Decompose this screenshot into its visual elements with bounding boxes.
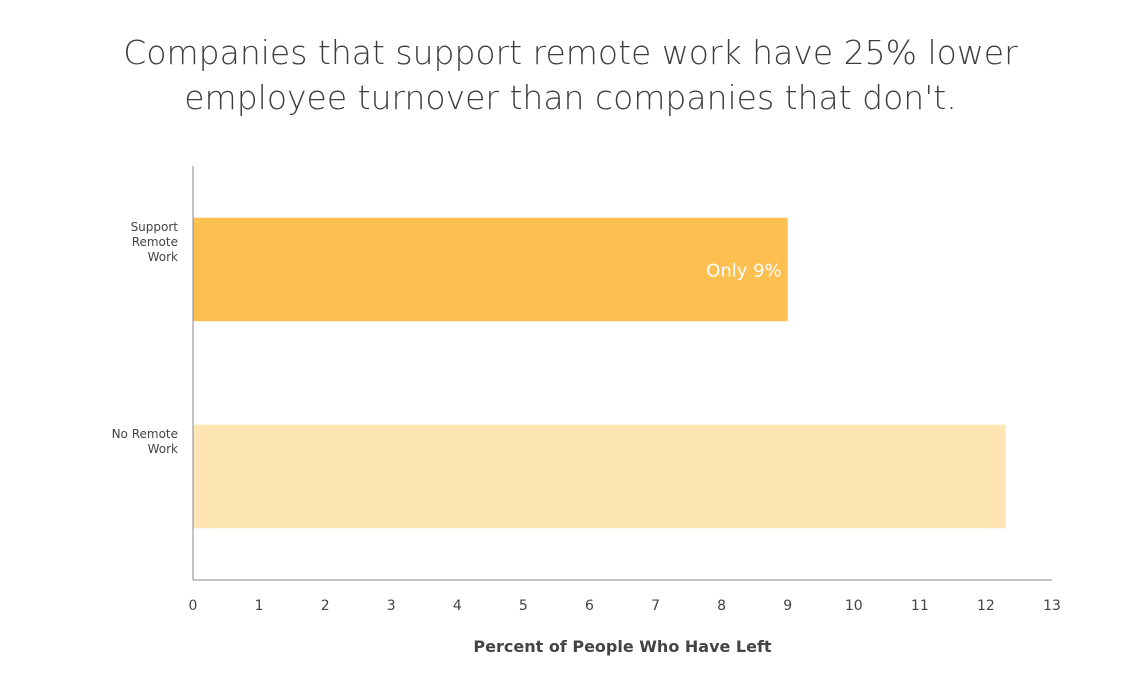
bars-layer: Only 9% — [193, 217, 1006, 529]
x-tick-label: 10 — [845, 598, 863, 614]
category-label: No Remote Work — [112, 427, 178, 456]
x-tick-label: 2 — [321, 598, 330, 614]
x-tick-label: 4 — [453, 598, 462, 614]
x-tick-label: 5 — [519, 598, 528, 614]
bar-1 — [193, 424, 1006, 529]
x-tick-label: 12 — [977, 598, 995, 614]
x-tick-labels: 0 1 2 3 4 5 6 7 8 9 10 11 12 13 — [189, 598, 1061, 614]
x-tick-label: 9 — [783, 598, 792, 614]
bar-0 — [193, 217, 788, 322]
x-axis-title: Percent of People Who Have Left — [473, 637, 772, 656]
x-tick-label: 3 — [387, 598, 396, 614]
bar-data-label: Only 9% — [706, 261, 782, 282]
category-label: Support Remote Work — [131, 220, 179, 264]
chart-title: Companies that support remote work have … — [123, 33, 1018, 117]
category-labels: Support Remote Work No Remote Work — [112, 220, 179, 456]
x-tick-label: 13 — [1043, 598, 1061, 614]
x-tick-label: 7 — [651, 598, 660, 614]
axes-layer — [192, 166, 1052, 581]
x-tick-label: 1 — [255, 598, 264, 614]
x-tick-label: 8 — [717, 598, 726, 614]
x-tick-label: 11 — [911, 598, 929, 614]
x-tick-label: 0 — [189, 598, 198, 614]
x-tick-label: 6 — [585, 598, 594, 614]
